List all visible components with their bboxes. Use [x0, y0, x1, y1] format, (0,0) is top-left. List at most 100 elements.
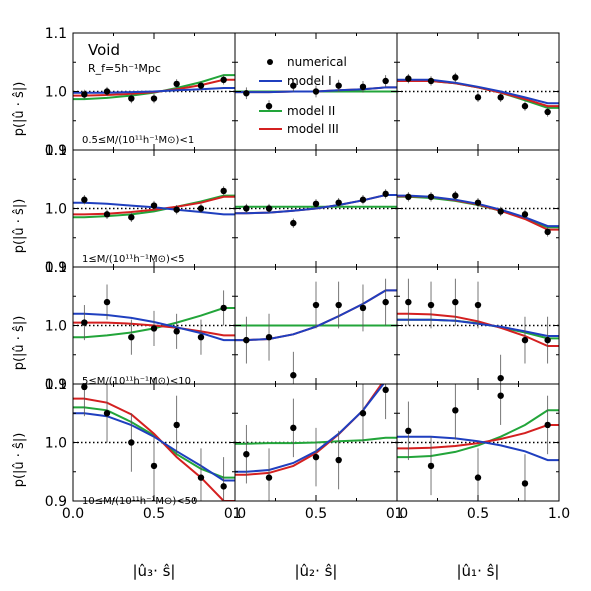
- data-point: [150, 95, 158, 102]
- panel-body: [397, 278, 559, 384]
- data-point: [405, 427, 412, 434]
- x-tick-label: 1: [395, 506, 404, 522]
- panel-body: [235, 189, 397, 228]
- x-tick-label: 0.5: [467, 506, 489, 522]
- data-point: [359, 196, 367, 203]
- data-point: [382, 298, 389, 306]
- data-point: [335, 82, 342, 89]
- x-axis-label-col-2: |û₂· ŝ|: [295, 562, 338, 580]
- y-axis-label-row-4: p(|û · ŝ|): [12, 433, 27, 488]
- data-point: [265, 334, 273, 341]
- model-iii-curve: [73, 397, 235, 501]
- panel-body: [73, 74, 235, 104]
- y-tick-label: 1.1: [45, 143, 67, 159]
- y-tick-label: 1.1: [45, 377, 67, 393]
- panel-r3-c1: 0.9 1.0 1.1: [45, 260, 236, 393]
- data-point: [521, 480, 529, 487]
- legend-model-2-label: model II: [287, 104, 335, 118]
- panel-body: [235, 384, 397, 501]
- data-point: [150, 325, 158, 332]
- data-point: [150, 202, 158, 209]
- panel-body: [235, 278, 397, 384]
- model-i-curve: [73, 87, 235, 94]
- data-point: [290, 424, 297, 432]
- data-point: [290, 372, 297, 379]
- legend-model-3-label: model III: [287, 122, 339, 136]
- data-point: [359, 83, 367, 91]
- data-point: [312, 301, 320, 309]
- data-point: [521, 211, 529, 218]
- data-point: [452, 192, 459, 199]
- panel-r4-c1: 0.9 1.0 1.1 0.0 0.5 1: [45, 377, 242, 522]
- data-point: [103, 298, 111, 306]
- data-point: [173, 80, 180, 88]
- data-point: [265, 102, 273, 110]
- data-point: [173, 206, 180, 213]
- data-point: [544, 421, 551, 429]
- data-point: [265, 474, 273, 481]
- x-tick-label: 0.5: [305, 506, 327, 522]
- y-tick-label: 1.1: [45, 26, 67, 42]
- panel-r4-c2: 0.0 0.5 1: [224, 383, 404, 522]
- data-point: [81, 196, 88, 203]
- data-point: [497, 374, 504, 382]
- data-point: [544, 336, 551, 344]
- data-point: [427, 77, 435, 85]
- legend-model-1-label: model I: [287, 74, 332, 88]
- void-label: Void: [88, 41, 120, 59]
- panel-r3-c3: [396, 266, 560, 385]
- data-point: [382, 386, 389, 394]
- y-tick-label: 1.0: [45, 202, 67, 218]
- data-point: [81, 319, 88, 326]
- panel-body: [397, 72, 559, 117]
- data-point: [427, 462, 435, 470]
- data-point: [243, 205, 250, 212]
- panel-r1-c3: [396, 32, 560, 151]
- data-point: [173, 421, 180, 429]
- data-point: [474, 474, 482, 481]
- data-point: [335, 301, 342, 309]
- y-tick-label: 1.0: [45, 85, 67, 101]
- model-i-curve: [397, 435, 559, 462]
- data-point: [335, 199, 342, 206]
- rf-label: R_f=5h⁻¹Mpc: [88, 62, 161, 75]
- panel-r2-c2: [234, 149, 398, 268]
- data-point: [220, 187, 227, 195]
- data-point: [103, 88, 111, 95]
- model-ii-curve: [397, 409, 559, 459]
- row-label-1: 0.5≤M/(10¹¹h⁻¹M⊙)<1: [82, 135, 194, 146]
- data-point: [173, 328, 180, 335]
- data-point: [197, 205, 205, 212]
- data-point: [497, 208, 504, 215]
- data-point: [290, 219, 297, 227]
- panel-r2-c3: [396, 149, 560, 268]
- model-i-curve: [397, 78, 559, 105]
- data-point: [474, 301, 482, 309]
- y-tick-label: 1.0: [45, 319, 67, 335]
- panel-r4-c3: 0.0 0.5 1.0: [386, 383, 570, 522]
- data-point: [359, 304, 367, 312]
- x-tick-label: 0.0: [386, 506, 408, 522]
- data-point: [427, 193, 435, 200]
- panel-body: [397, 190, 559, 237]
- data-point: [150, 462, 158, 470]
- data-point: [382, 77, 389, 85]
- data-point: [521, 102, 529, 110]
- x-tick-label: 1.0: [548, 506, 570, 522]
- data-point: [382, 190, 389, 198]
- y-tick-label: 0.9: [45, 260, 67, 276]
- data-point: [521, 336, 529, 344]
- x-tick-label: 0.0: [224, 506, 246, 522]
- data-point: [197, 474, 205, 481]
- data-point: [312, 453, 320, 461]
- data-point: [544, 108, 551, 116]
- x-axis-label-col-3: |û₁· ŝ|: [457, 562, 500, 580]
- panel-body: [235, 75, 397, 112]
- data-point: [427, 301, 435, 309]
- axis-labels: p(|û · ŝ|) p(|û · ŝ|) p(|û · ŝ|) p(|û · …: [12, 41, 499, 580]
- y-tick-label: 0.9: [45, 143, 67, 159]
- data-point: [474, 94, 482, 101]
- data-point: [128, 214, 135, 221]
- data-point: [497, 392, 504, 399]
